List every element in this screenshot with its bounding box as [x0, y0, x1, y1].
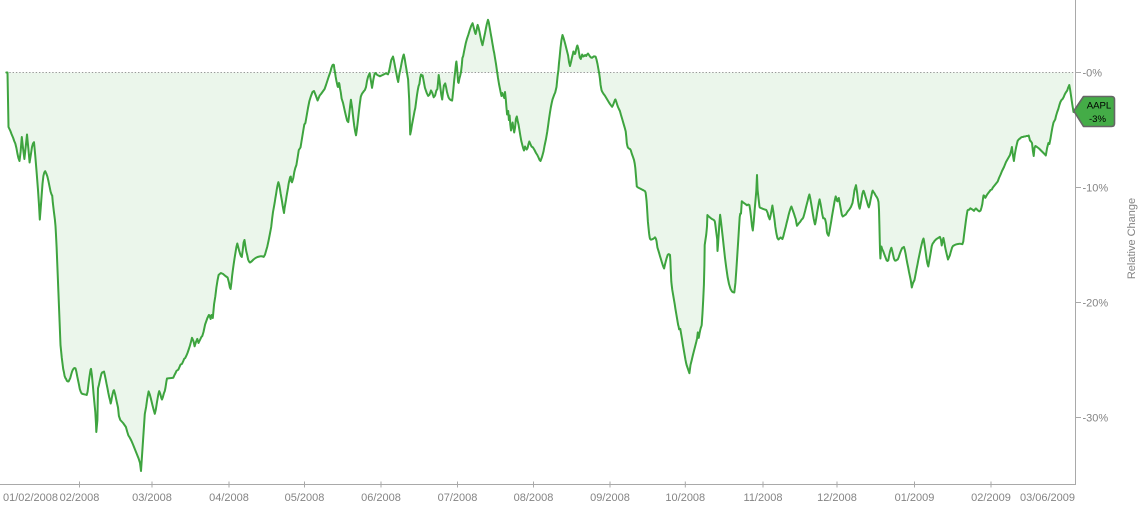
svg-text:02/2008: 02/2008: [60, 492, 100, 504]
svg-text:-10%: -10%: [1083, 182, 1109, 194]
svg-text:07/2008: 07/2008: [438, 492, 478, 504]
svg-text:-0%: -0%: [1083, 67, 1103, 79]
svg-text:01/2009: 01/2009: [895, 492, 935, 504]
svg-text:01/02/2008: 01/02/2008: [3, 492, 58, 504]
svg-text:11/2008: 11/2008: [744, 492, 783, 504]
svg-text:10/2008: 10/2008: [665, 492, 705, 504]
svg-text:-20%: -20%: [1083, 297, 1109, 309]
svg-text:03/2008: 03/2008: [132, 492, 172, 504]
svg-text:08/2008: 08/2008: [514, 492, 554, 504]
svg-text:04/2008: 04/2008: [209, 492, 249, 504]
svg-text:06/2008: 06/2008: [361, 492, 401, 504]
svg-text:05/2008: 05/2008: [285, 492, 325, 504]
svg-text:12/2008: 12/2008: [817, 492, 857, 504]
svg-text:09/2008: 09/2008: [590, 492, 630, 504]
svg-text:02/2009: 02/2009: [971, 492, 1011, 504]
svg-text:AAPL: AAPL: [1087, 101, 1112, 112]
svg-text:Relative Change: Relative Change: [1126, 198, 1138, 279]
svg-text:-3%: -3%: [1089, 114, 1107, 125]
svg-text:-30%: -30%: [1083, 412, 1109, 424]
svg-text:03/06/2009: 03/06/2009: [1020, 492, 1075, 504]
